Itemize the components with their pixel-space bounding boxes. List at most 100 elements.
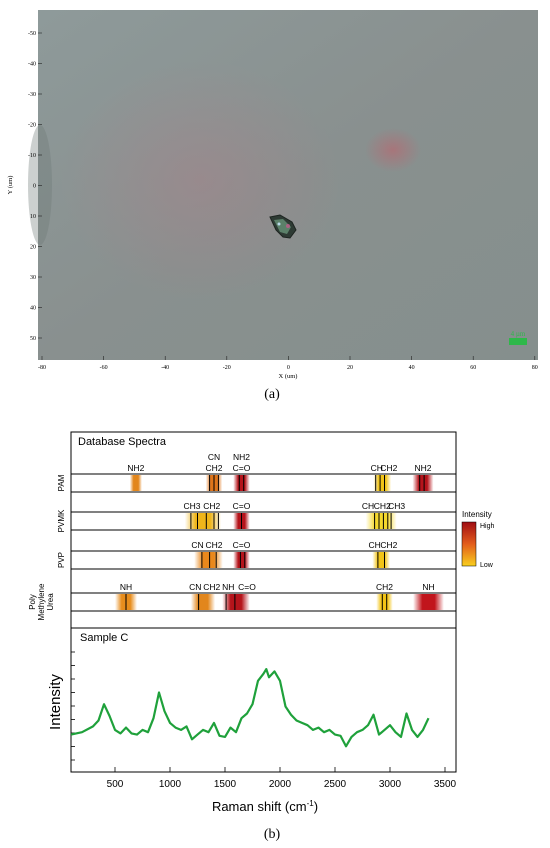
caption-b: (b) <box>264 827 281 842</box>
x-tick-label: -60 <box>100 365 108 371</box>
band-label: C=O <box>233 463 251 473</box>
x-tick-label: 60 <box>470 365 476 371</box>
y-tick-label: 40 <box>30 306 36 312</box>
x-axis-ticks: -80 -60 -40 -20 0 20 40 60 80 <box>38 356 538 371</box>
y-tick-label: 50 <box>30 336 36 342</box>
band-label: CH2 <box>205 540 222 550</box>
row-name: PVMK <box>57 509 66 532</box>
legend-high-label: High <box>480 523 495 530</box>
y-axis-label: Y (um) <box>7 176 14 195</box>
band-label: NH2 <box>414 463 431 473</box>
band-label: NH2 <box>233 452 250 462</box>
x-tick-label: -40 <box>161 365 169 371</box>
x-tick-label: 0 <box>287 365 290 371</box>
panel-a-microscope-image: 4 µm -50 -40 -30 -20 -10 0 10 20 30 40 50 -80 -60 -4… <box>7 10 538 380</box>
band-label: CH2 <box>380 463 397 473</box>
y-tick-label: -50 <box>28 31 36 37</box>
band-label: CH2 <box>205 463 222 473</box>
row-strip <box>70 511 457 531</box>
x-tick-label: 2000 <box>269 779 292 790</box>
y-tick-label: -20 <box>28 123 36 129</box>
band <box>184 513 222 529</box>
legend-title: Intensity <box>462 510 492 519</box>
pink-haze-center <box>60 60 340 300</box>
x-tick-label: -80 <box>38 365 46 371</box>
x-tick-label: -20 <box>223 365 231 371</box>
band <box>412 475 434 491</box>
intensity-legend: Intensity High Low <box>461 510 495 569</box>
sample-c-chart: Sample C 500 1000 1500 2000 2500 3000 3500 Int… <box>47 627 457 814</box>
band-label: NH <box>120 582 132 592</box>
y-tick-label: 0 <box>33 184 36 190</box>
band-label: CH <box>371 463 383 473</box>
band-label: CH2 <box>376 582 393 592</box>
band-label: CH2 <box>380 540 397 550</box>
y-axis-ticks: -50 -40 -30 -20 -10 0 10 20 30 40 50 <box>28 31 42 342</box>
y-tick-label: 30 <box>30 275 36 281</box>
row-name: PAM <box>57 474 66 491</box>
chart-frame <box>70 627 457 773</box>
band-label: C=O <box>238 582 256 592</box>
band <box>373 475 392 491</box>
band-label: CN <box>208 452 220 462</box>
band <box>365 513 397 529</box>
x-tick-label: 80 <box>532 365 538 371</box>
x-tick-label: 2500 <box>324 779 347 790</box>
band-label: NH <box>422 582 434 592</box>
band-label: C=O <box>233 540 251 550</box>
y-tick-label: -40 <box>28 62 36 68</box>
x-label-exp: -1 <box>307 799 315 808</box>
row-name: PVP <box>57 552 66 568</box>
band-label: CH2 <box>374 501 391 511</box>
row-name-line: Urea <box>46 593 55 611</box>
x-tick-label: 500 <box>107 779 124 790</box>
scale-bar: 4 µm <box>509 330 527 345</box>
band <box>194 552 223 568</box>
x-tick-label: 40 <box>409 365 415 371</box>
legend-low-label: Low <box>480 562 494 569</box>
row-strip <box>70 550 457 570</box>
x-label-main: Raman shift (cm <box>212 799 307 814</box>
band-label: CH3 <box>183 501 200 511</box>
band-label: CH <box>362 501 374 511</box>
band <box>129 475 142 491</box>
scale-bar-label: 4 µm <box>511 330 526 338</box>
x-axis-label: X (um) <box>279 373 298 380</box>
y-tick-label: -30 <box>28 92 36 98</box>
y-tick-label: 10 <box>30 214 36 220</box>
row-name-line: Poly <box>28 594 37 610</box>
band <box>372 552 390 568</box>
chart-y-minor-ticks <box>71 651 75 761</box>
band-label: NH2 <box>127 463 144 473</box>
x-tick-label: 1500 <box>214 779 237 790</box>
band-label: CH2 <box>203 501 220 511</box>
row-name-line: Methylene <box>37 583 46 620</box>
row-strip <box>70 473 457 493</box>
y-tick-label: 20 <box>30 245 36 251</box>
x-tick-label: 3000 <box>379 779 402 790</box>
band-label: CH <box>368 540 380 550</box>
band <box>413 594 444 610</box>
particle <box>269 214 297 239</box>
chart-title: Sample C <box>80 632 128 644</box>
database-spectra-title: Database Spectra <box>78 436 167 448</box>
series-line-sample-c <box>70 668 430 748</box>
band <box>190 594 216 610</box>
chart-y-label: Intensity <box>47 674 64 730</box>
band-label: CN <box>189 582 201 592</box>
band-label: CH2 <box>203 582 220 592</box>
x-tick-label: 20 <box>347 365 353 371</box>
y-tick-label: -10 <box>28 153 36 159</box>
band <box>376 594 393 610</box>
band-label: NH <box>222 582 234 592</box>
band <box>233 475 250 491</box>
band-label: CN <box>191 540 203 550</box>
legend-gradient-bar <box>461 521 477 567</box>
chart-x-label: Raman shift (cm-1) <box>212 799 318 814</box>
